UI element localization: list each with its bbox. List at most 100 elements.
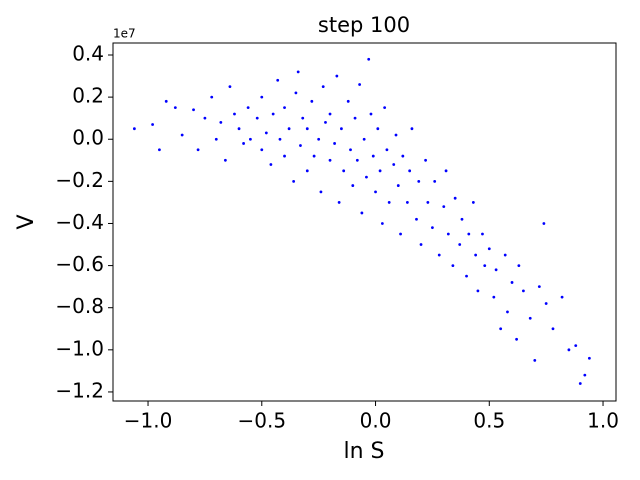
point: [515, 337, 518, 341]
point: [287, 127, 291, 131]
point: [296, 70, 300, 74]
x-tick-label: 0.0: [360, 409, 392, 433]
point: [517, 264, 521, 267]
point: [458, 243, 462, 246]
point: [180, 133, 184, 137]
point: [467, 232, 471, 236]
point: [324, 120, 327, 124]
point: [278, 137, 282, 141]
point: [353, 116, 357, 120]
point: [255, 116, 259, 120]
point: [342, 169, 346, 173]
point: [483, 264, 487, 267]
point: [417, 179, 421, 183]
point: [369, 112, 373, 116]
point: [299, 144, 302, 147]
point: [465, 274, 468, 278]
x-tick-label: 1.0: [587, 409, 619, 433]
point: [362, 137, 366, 141]
point: [203, 116, 207, 120]
point: [380, 222, 384, 225]
point: [365, 175, 368, 179]
y-axis-label: V: [14, 214, 39, 229]
y-tick-label: −0.8: [55, 294, 104, 318]
point: [269, 163, 273, 166]
point: [551, 327, 555, 331]
point: [451, 264, 455, 267]
point: [392, 163, 396, 166]
point: [405, 201, 409, 204]
point: [474, 253, 478, 257]
x-tick-label: 0.5: [473, 409, 505, 433]
point: [396, 184, 400, 187]
point: [246, 106, 250, 110]
point: [351, 184, 355, 187]
point: [537, 285, 541, 289]
point: [349, 148, 352, 152]
x-tick-label: −0.5: [237, 409, 286, 433]
point: [442, 205, 446, 209]
point: [164, 99, 168, 103]
point: [335, 74, 339, 78]
point: [264, 131, 268, 135]
point: [228, 85, 232, 88]
point: [283, 106, 286, 110]
point: [337, 201, 341, 204]
point: [487, 247, 491, 251]
y-tick-label: 0.4: [72, 42, 104, 66]
point: [503, 253, 507, 257]
point: [542, 222, 546, 225]
point: [492, 295, 496, 299]
point: [158, 148, 161, 152]
point: [378, 169, 382, 173]
point: [132, 127, 136, 131]
point: [528, 316, 532, 320]
point: [260, 148, 264, 152]
point: [583, 373, 587, 377]
point: [399, 232, 402, 236]
y-tick-label: −0.4: [55, 210, 104, 234]
point: [453, 196, 457, 200]
point: [544, 302, 548, 305]
point: [317, 137, 321, 141]
chart-title: step 100: [318, 13, 410, 37]
point: [294, 91, 298, 95]
point: [408, 169, 412, 173]
point: [276, 78, 280, 82]
point: [383, 106, 387, 110]
point: [560, 295, 564, 299]
point: [387, 201, 391, 204]
point: [237, 127, 241, 131]
point: [419, 243, 423, 246]
point: [446, 232, 450, 236]
point: [305, 127, 309, 131]
point: [506, 310, 509, 314]
point: [292, 179, 296, 183]
point: [371, 154, 375, 158]
point: [578, 382, 582, 385]
point: [522, 289, 525, 293]
point: [260, 95, 264, 99]
point: [310, 99, 314, 103]
point: [333, 142, 336, 145]
point: [499, 327, 503, 331]
point: [476, 289, 480, 293]
point: [328, 112, 332, 116]
point: [533, 358, 537, 362]
y-tick-label: −0.6: [55, 252, 104, 276]
point: [319, 190, 323, 194]
point: [510, 281, 514, 284]
point: [374, 190, 377, 194]
point: [219, 120, 223, 124]
y-tick-label: −1.0: [55, 336, 104, 360]
point: [460, 217, 464, 221]
point: [367, 57, 371, 61]
point: [444, 169, 448, 173]
point: [321, 85, 325, 88]
point: [346, 99, 350, 103]
point: [410, 127, 414, 131]
point: [431, 226, 434, 230]
point: [340, 127, 343, 131]
